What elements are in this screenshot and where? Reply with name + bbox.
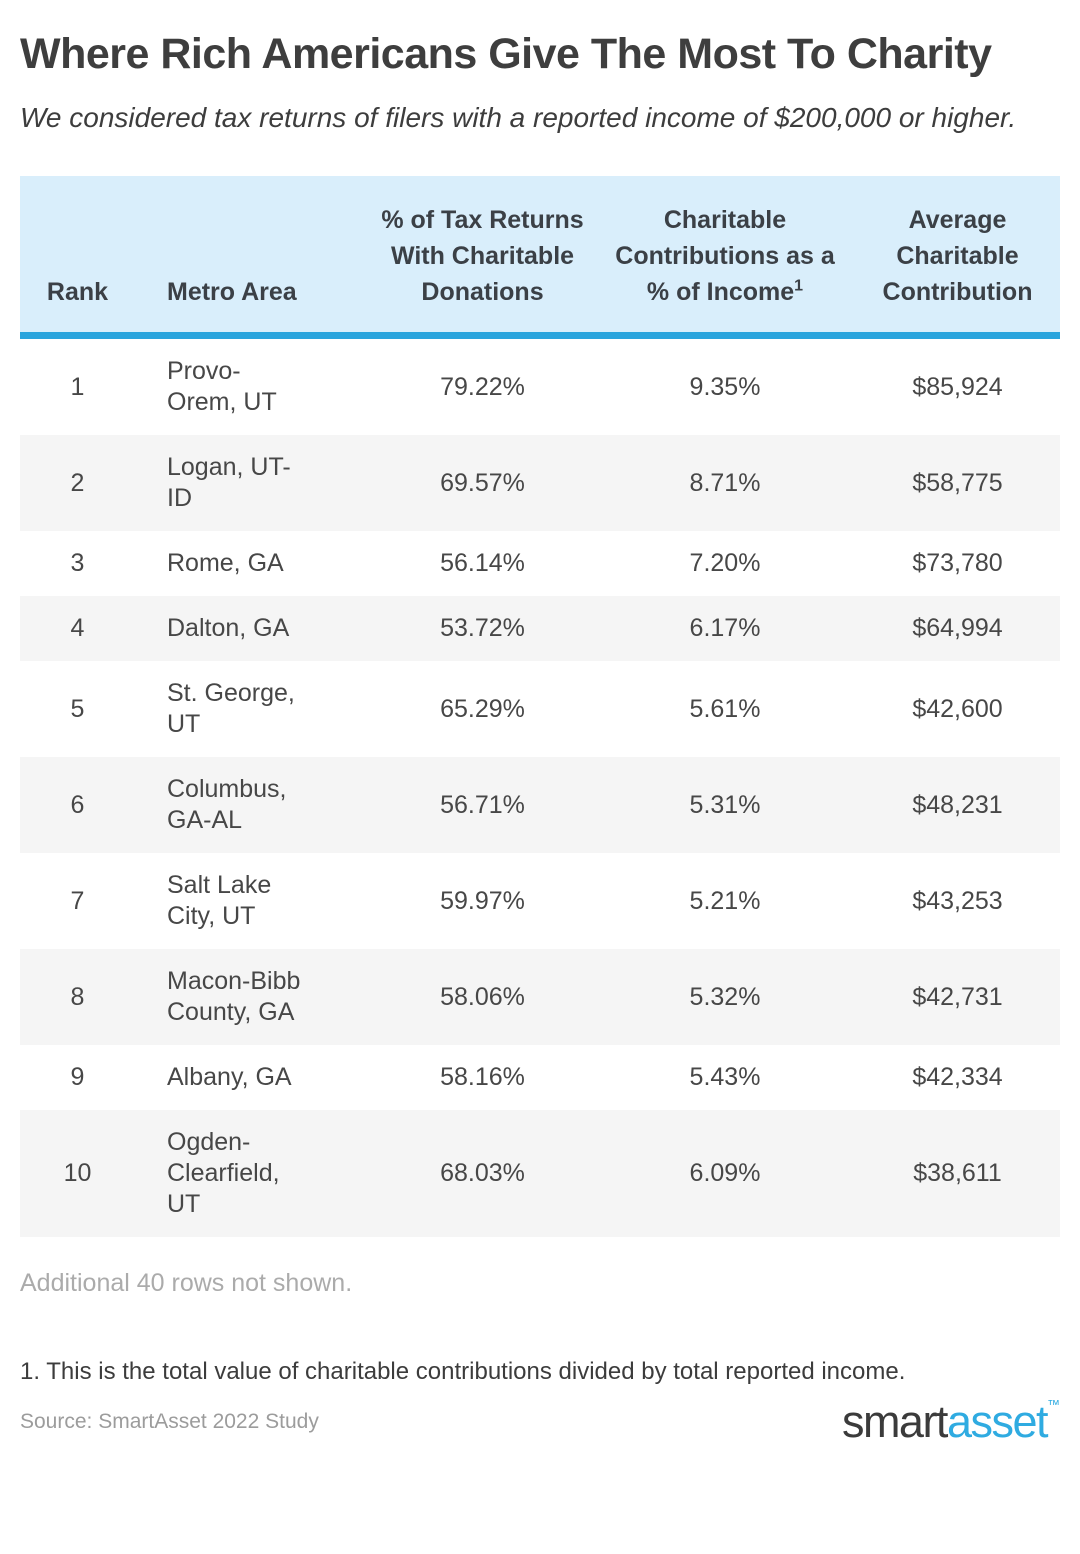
cell-pct-returns: 58.06% [440,982,525,1011]
cell-rank: 9 [70,1063,85,1091]
cell-rank: 10 [63,1159,92,1187]
cell-rank: 8 [70,982,85,1011]
table-row: 6 Columbus, GA-AL 56.71% 5.31% $48,231 [20,757,1060,853]
table-row: 5 St. George, UT 65.29% 5.61% $42,600 [20,661,1060,757]
logo-asset-text: asset [946,1396,1049,1447]
cell-metro-area: Albany, GA [167,1063,292,1091]
cell-metro-area: Dalton, GA [167,614,290,642]
table-row: 7 Salt Lake City, UT 59.97% 5.21% $43,253 [20,853,1060,949]
column-header-metro-area: Metro Area [135,176,370,339]
table-row: 9 Albany, GA 58.16% 5.43% $42,334 [20,1045,1060,1110]
cell-metro-area: Macon-Bibb County, GA [167,967,301,1026]
cell-rank: 7 [70,886,85,915]
cell-average-contribution: $73,780 [912,549,1003,577]
cell-pct-income: 5.21% [689,886,761,915]
table-row: 3 Rome, GA 56.14% 7.20% $73,780 [20,531,1060,596]
cell-pct-returns: 59.97% [440,886,525,915]
table-header: Rank Metro Area % of Tax Returns With Ch… [20,176,1060,339]
cell-pct-returns: 53.72% [440,614,525,642]
cell-pct-returns: 56.71% [440,790,525,819]
page-title: Where Rich Americans Give The Most To Ch… [20,30,992,78]
cell-metro-area: Salt Lake City, UT [167,871,272,930]
cell-average-contribution: $42,334 [912,1063,1003,1091]
cell-average-contribution: $48,231 [912,790,1003,819]
table-row: 1 Provo- Orem, UT 79.22% 9.35% $85,924 [20,335,1060,435]
cell-rank: 2 [70,468,85,497]
cell-metro-area: Logan, UT- ID [167,453,291,512]
cell-pct-returns: 56.14% [440,549,525,577]
cell-average-contribution: $85,924 [912,372,1003,401]
source-text: Source: SmartAsset 2022 Study [20,1410,319,1433]
cell-metro-area: Ogden- Clearfield, UT [167,1128,280,1218]
cell-pct-income: 7.20% [689,549,761,577]
cell-pct-returns: 79.22% [440,372,525,401]
cell-average-contribution: $42,731 [912,982,1003,1011]
footer: Source: SmartAsset 2022 Study smartasset… [20,1398,1060,1444]
cell-average-contribution: $64,994 [912,614,1003,642]
page-subtitle: We considered tax returns of filers with… [20,102,1017,133]
trademark-icon: ™ [1047,1397,1060,1412]
column-header-pct-returns: % of Tax Returns With Charitable Donatio… [370,176,595,339]
cell-metro-area: Provo- Orem, UT [167,357,277,416]
cell-pct-returns: 68.03% [440,1159,525,1187]
cell-pct-income: 9.35% [689,372,761,401]
cell-pct-income: 6.09% [689,1159,761,1187]
column-header-pct-income: Charitable Contributions as a % of Incom… [595,176,855,339]
cell-average-contribution: $38,611 [913,1159,1002,1187]
cell-rank: 5 [70,694,85,723]
cell-average-contribution: $58,775 [912,468,1003,497]
table-body: 1 Provo- Orem, UT 79.22% 9.35% $85,924 2 Logan… [20,335,1060,1237]
cell-rank: 1 [70,372,85,401]
charity-ranking-table: Rank Metro Area % of Tax Returns With Ch… [20,176,1060,1237]
cell-average-contribution: $43,253 [912,886,1003,915]
column-header-average-contribution: Average Charitable Contribution [855,176,1060,339]
cell-pct-returns: 65.29% [440,694,525,723]
cell-rank: 4 [70,614,85,642]
table-row: 2 Logan, UT- ID 69.57% 8.71% $58,775 [20,435,1060,531]
cell-pct-returns: 58.16% [440,1063,525,1091]
cell-pct-income: 5.43% [689,1063,761,1091]
cell-metro-area: Columbus, GA-AL [167,775,287,834]
smartasset-logo: smartasset™ [842,1398,1060,1444]
cell-pct-income: 5.31% [689,790,761,819]
cell-pct-income: 5.61% [689,694,761,723]
cell-pct-income: 5.32% [689,982,761,1011]
cell-metro-area: St. George, UT [167,679,295,738]
table-row: 10 Ogden- Clearfield, UT 68.03% 6.09% $38,61… [20,1110,1060,1237]
footnote-marker: 1 [794,277,804,295]
logo-smart-text: smart [841,1396,949,1447]
column-header-rank: Rank [20,176,135,339]
cell-rank: 6 [70,790,85,819]
cell-metro-area: Rome, GA [167,549,284,577]
additional-rows-note: Additional 40 rows not shown. [20,1269,353,1297]
cell-pct-returns: 69.57% [440,468,525,497]
cell-pct-income: 6.17% [689,614,761,642]
cell-average-contribution: $42,600 [912,694,1003,723]
cell-rank: 3 [70,549,85,577]
table-row: 8 Macon-Bibb County, GA 58.06% 5.32% $42,731 [20,949,1060,1045]
cell-pct-income: 8.71% [689,468,761,497]
footnote-text: 1. This is the total value of charitable… [20,1358,906,1385]
column-header-pct-income-text: Charitable Contributions as a % of Incom… [615,206,835,306]
table-row: 4 Dalton, GA 53.72% 6.17% $64,994 [20,596,1060,661]
table-header-row: Rank Metro Area % of Tax Returns With Ch… [20,176,1060,339]
